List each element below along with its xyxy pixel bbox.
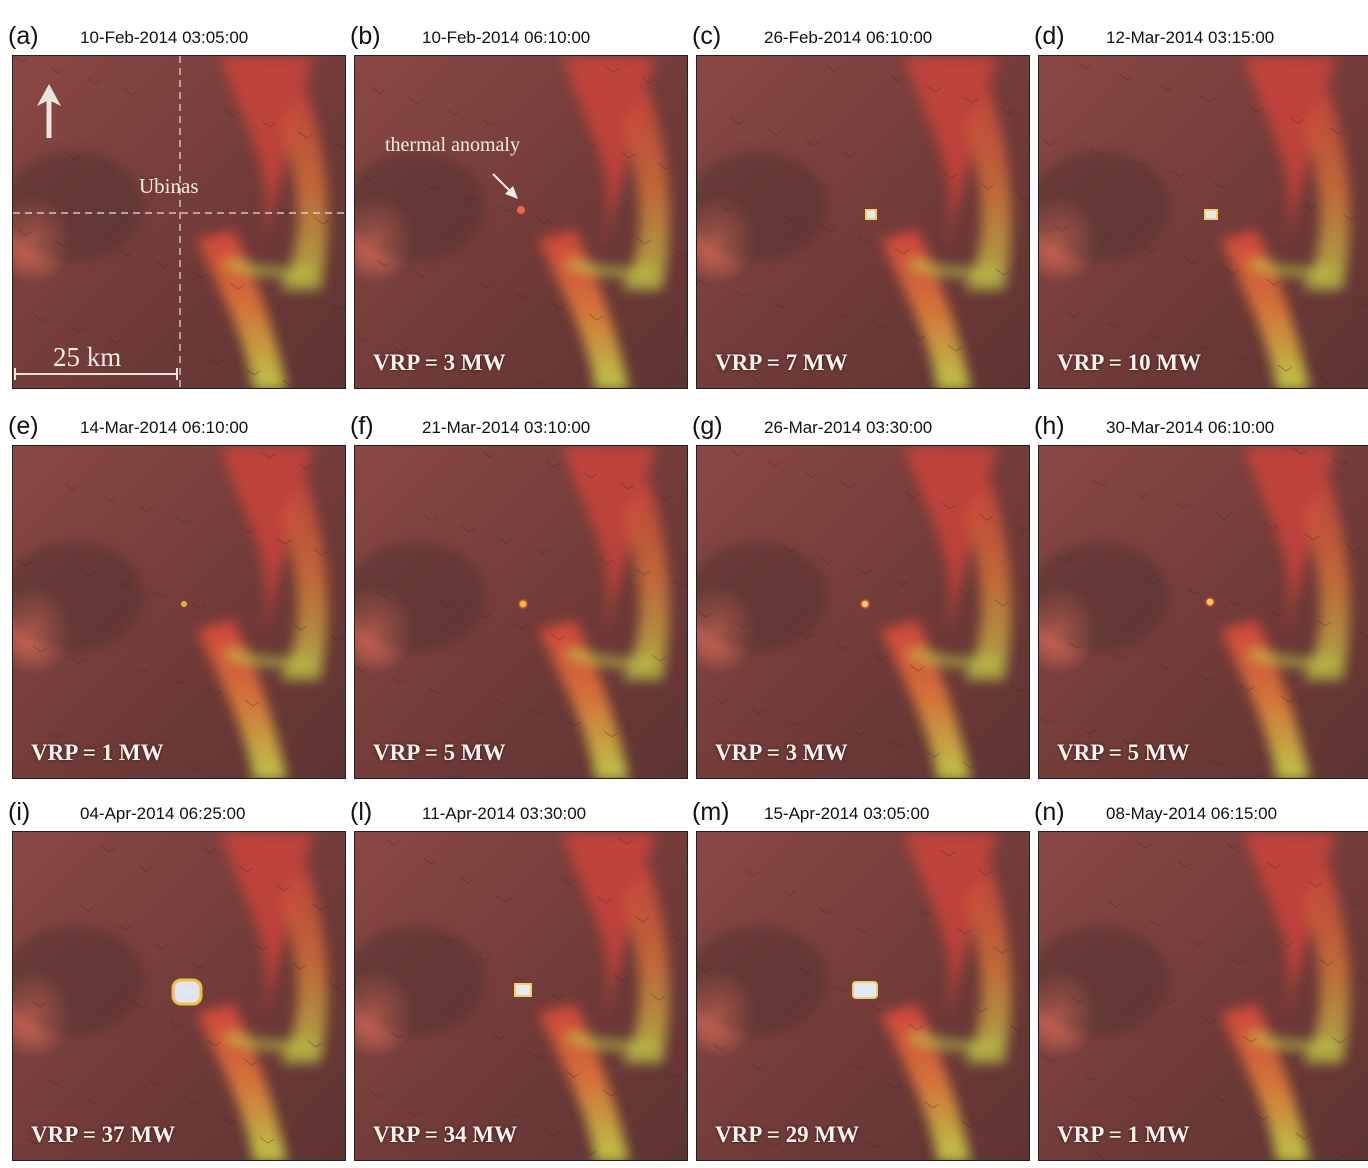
panel-m: (m) 15-Apr-2014 03:05:00 xyxy=(692,798,1030,1168)
panel-label: (m) xyxy=(692,798,730,826)
satellite-map: VRP = 29 MW xyxy=(696,831,1030,1161)
map-overlay xyxy=(171,978,203,1006)
panel-timestamp: 12-Mar-2014 03:15:00 xyxy=(1106,28,1275,47)
satellite-map: VRP = 5 MW xyxy=(354,445,688,779)
panel-timestamp: 10-Feb-2014 03:05:00 xyxy=(80,28,249,47)
panel-g: (g) 26-Mar-2014 03:30:00 xyxy=(692,412,1030,782)
arrow-icon xyxy=(492,173,518,199)
map-overlay xyxy=(13,56,345,388)
panel-timestamp: 11-Apr-2014 03:30:00 xyxy=(422,804,587,823)
thermal-hotspot xyxy=(171,978,203,1006)
map-overlay xyxy=(492,173,525,214)
thermal-hotspot xyxy=(860,599,870,609)
panel-label: (g) xyxy=(692,412,723,440)
map-overlay xyxy=(852,981,878,999)
panel-timestamp: 30-Mar-2014 06:10:00 xyxy=(1106,418,1275,437)
vrp-label: VRP = 5 MW xyxy=(1057,740,1190,765)
terrain-image xyxy=(13,446,345,778)
panel-timestamp: 15-Apr-2014 03:05:00 xyxy=(764,804,930,823)
panel-label: (b) xyxy=(350,22,381,50)
map-overlay xyxy=(181,601,187,607)
thermal-hotspot xyxy=(517,206,525,214)
panel-label: (i) xyxy=(8,798,31,826)
map-overlay xyxy=(514,983,532,997)
anomaly-label: thermal anomaly xyxy=(385,134,520,156)
terrain-image xyxy=(355,446,687,778)
satellite-map: VRP = 1 MW xyxy=(1038,831,1368,1161)
thermal-hotspot xyxy=(852,981,878,999)
panel-n: (n) 08-May-2014 06:15:00 xyxy=(1034,798,1368,1168)
panel-label: (n) xyxy=(1034,798,1065,826)
thermal-hotspot xyxy=(181,601,187,607)
panel-l: (l) 11-Apr-2014 03:30:00 xyxy=(350,798,688,1168)
panel-timestamp: 26-Mar-2014 03:30:00 xyxy=(764,418,933,437)
vrp-label: VRP = 37 MW xyxy=(31,1122,176,1147)
terrain-image xyxy=(697,446,1029,778)
panel-label: (a) xyxy=(8,22,39,50)
satellite-map: Ubinas 25 km xyxy=(12,55,346,389)
map-overlay xyxy=(865,209,877,220)
map-overlay xyxy=(1205,597,1215,607)
map-overlay xyxy=(1204,209,1218,220)
map-overlay xyxy=(860,599,870,609)
panel-timestamp: 26-Feb-2014 06:10:00 xyxy=(764,28,933,47)
panel-e: (e) 14-Mar-2014 06:10:00 xyxy=(8,412,346,782)
vrp-label: VRP = 34 MW xyxy=(373,1122,518,1147)
vrp-label: VRP = 1 MW xyxy=(31,740,164,765)
panel-label: (h) xyxy=(1034,412,1065,440)
satellite-map: VRP = 1 MW xyxy=(12,445,346,779)
thermal-hotspot xyxy=(1204,209,1218,220)
panel-label: (l) xyxy=(350,798,373,826)
panel-timestamp: 04-Apr-2014 06:25:00 xyxy=(80,804,246,823)
panel-label: (e) xyxy=(8,412,39,440)
panel-label: (c) xyxy=(692,22,722,50)
vrp-label: VRP = 10 MW xyxy=(1057,350,1202,375)
terrain-image xyxy=(1039,832,1368,1160)
satellite-map: thermal anomaly VRP = 3 MW xyxy=(354,55,688,389)
panel-a: (a) 10-Feb-2014 03:05:00 xyxy=(8,22,346,392)
thermal-hotspot xyxy=(518,599,528,609)
panel-c: (c) 26-Feb-2014 06:10:00 xyxy=(692,22,1030,392)
panel-label: (d) xyxy=(1034,22,1065,50)
satellite-map: VRP = 10 MW xyxy=(1038,55,1368,389)
panel-timestamp: 14-Mar-2014 06:10:00 xyxy=(80,418,249,437)
vrp-label: VRP = 29 MW xyxy=(715,1122,860,1147)
panel-timestamp: 21-Mar-2014 03:10:00 xyxy=(422,418,591,437)
panel-label: (f) xyxy=(350,412,374,440)
terrain-image xyxy=(355,832,687,1160)
vrp-label: VRP = 3 MW xyxy=(373,350,506,375)
map-overlay xyxy=(518,599,528,609)
terrain-image xyxy=(355,56,687,388)
satellite-map: VRP = 7 MW xyxy=(696,55,1030,389)
panel-i: (i) 04-Apr-2014 06:25:00 xyxy=(8,798,346,1168)
panel-timestamp: 10-Feb-2014 06:10:00 xyxy=(422,28,591,47)
satellite-map: VRP = 34 MW xyxy=(354,831,688,1161)
satellite-map: VRP = 5 MW xyxy=(1038,445,1368,779)
panel-f: (f) 21-Mar-2014 03:10:00 xyxy=(350,412,688,782)
terrain-image xyxy=(13,56,345,388)
terrain-image xyxy=(697,56,1029,388)
satellite-map: VRP = 37 MW xyxy=(12,831,346,1161)
thermal-hotspot xyxy=(865,209,877,220)
vrp-label: VRP = 7 MW xyxy=(715,350,848,375)
panel-h: (h) 30-Mar-2014 06:10:00 xyxy=(1034,412,1368,782)
terrain-image xyxy=(1039,56,1368,388)
vrp-label: VRP = 1 MW xyxy=(1057,1122,1190,1147)
vrp-label: VRP = 5 MW xyxy=(373,740,506,765)
vrp-label: VRP = 3 MW xyxy=(715,740,848,765)
terrain-image xyxy=(1039,446,1368,778)
panel-b: (b) 10-Feb-2014 06:10:00 xyxy=(350,22,688,392)
panel-timestamp: 08-May-2014 06:15:00 xyxy=(1106,804,1278,823)
north-arrow-icon xyxy=(37,84,61,138)
scale-bar xyxy=(14,368,178,380)
volcano-label: Ubinas xyxy=(139,174,199,198)
panel-d: (d) 12-Mar-2014 03:15:00 xyxy=(1034,22,1368,392)
thermal-hotspot xyxy=(514,983,532,997)
satellite-map: VRP = 3 MW xyxy=(696,445,1030,779)
scale-bar-label: 25 km xyxy=(53,342,122,372)
thermal-hotspot xyxy=(1205,597,1215,607)
